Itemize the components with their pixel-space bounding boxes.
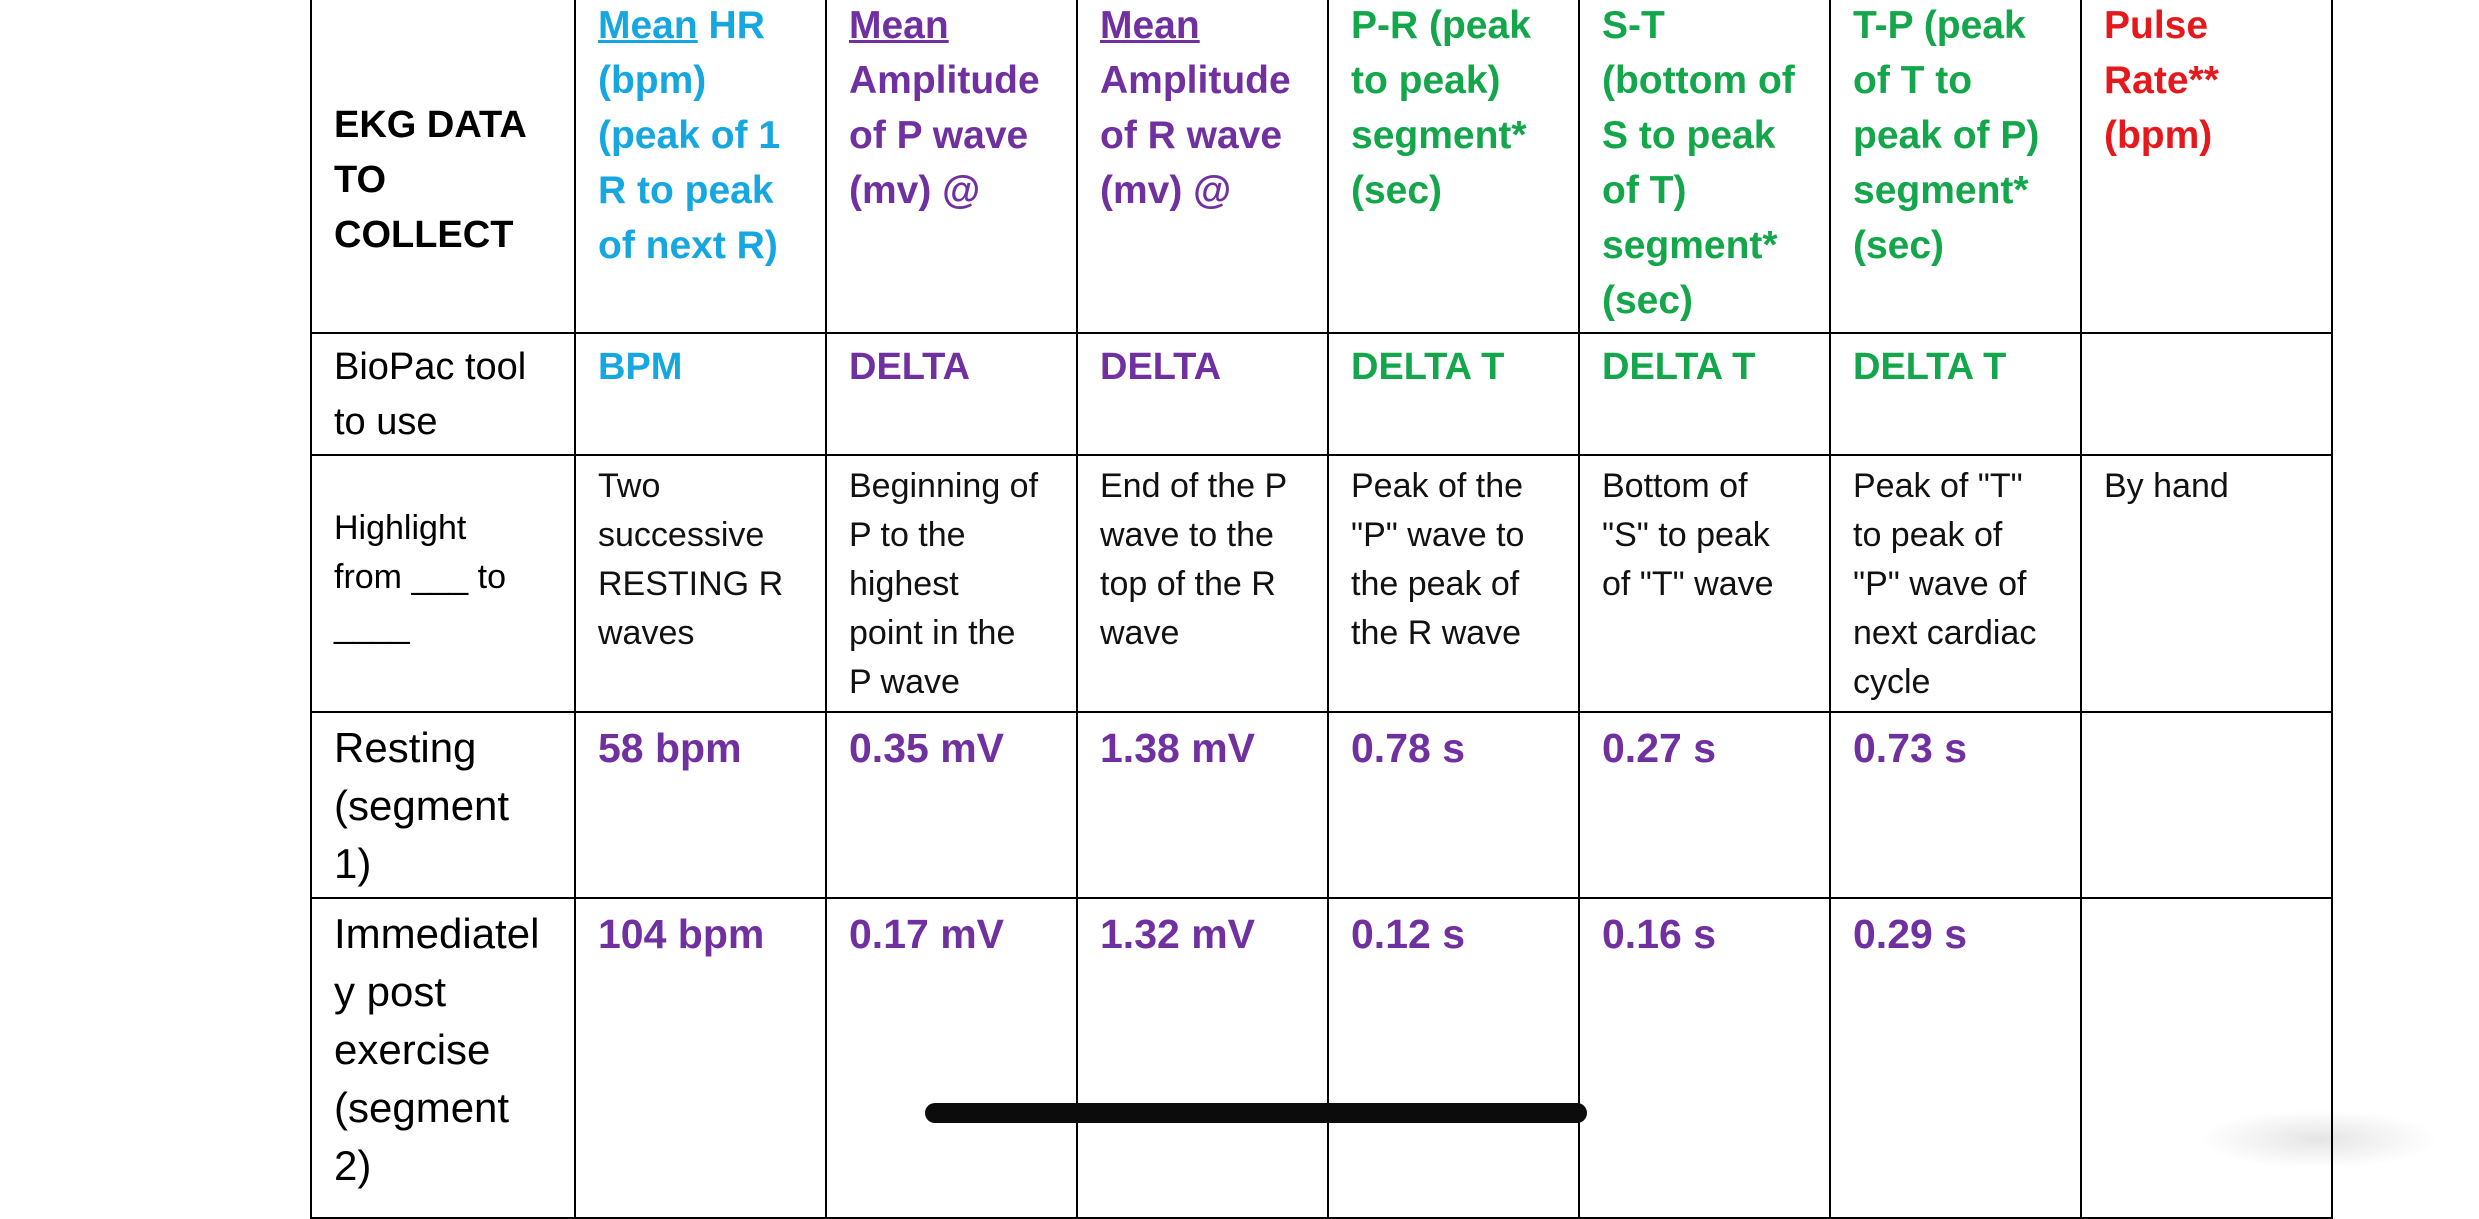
- post-hr-value[interactable]: 104 bpm: [574, 897, 827, 1219]
- header-mean-r-text: Amplitude of R wave (mv) @: [1100, 59, 1291, 212]
- tool-cell-p-amplitude: DELTA: [825, 332, 1078, 456]
- header-ekg-data-to-collect: EKG DATA TO COLLECT: [310, 0, 576, 334]
- post-r-amplitude-value[interactable]: 1.32 mV: [1076, 897, 1329, 1219]
- resting-r-amplitude-value[interactable]: 1.38 mV: [1076, 711, 1329, 899]
- resting-st-value[interactable]: 0.27 s: [1578, 711, 1831, 899]
- tool-cell-pulse: [2080, 332, 2333, 456]
- post-pr-value[interactable]: 0.12 s: [1327, 897, 1580, 1219]
- header-mean-hr-underlined: Mean: [598, 4, 698, 47]
- row-label-resting: Resting (segment 1): [310, 711, 576, 899]
- highlight-cell-pulse: By hand: [2080, 454, 2333, 713]
- tool-cell-st: DELTA T: [1578, 332, 1831, 456]
- post-pulse-value[interactable]: [2080, 897, 2333, 1219]
- header-mean-p-text: Amplitude of P wave (mv) @: [849, 59, 1040, 212]
- resting-tp-value[interactable]: 0.73 s: [1829, 711, 2082, 899]
- header-mean-p-amplitude: Mean Amplitude of P wave (mv) @: [825, 0, 1078, 334]
- highlight-cell-hr: Two successive RESTING R waves: [574, 454, 827, 713]
- header-mean-r-underlined: Mean: [1100, 4, 1200, 47]
- row-label-post-exercise: Immediatel y post exercise (segment 2): [310, 897, 576, 1219]
- ekg-data-table: EKG DATA TO COLLECT Mean HR (bpm) (peak …: [310, 0, 2333, 1219]
- header-tp-segment: T-P (peak of T to peak of P) segment* (s…: [1829, 0, 2082, 334]
- horizontal-scrollbar[interactable]: [925, 1103, 1587, 1123]
- tool-cell-tp: DELTA T: [1829, 332, 2082, 456]
- post-st-value[interactable]: 0.16 s: [1578, 897, 1831, 1219]
- header-pr-segment: P-R (peak to peak) segment* (sec): [1327, 0, 1580, 334]
- header-mean-hr-text: HR (bpm) (peak of 1 R to peak of next R): [598, 4, 781, 267]
- header-mean-hr: Mean HR (bpm) (peak of 1 R to peak of ne…: [574, 0, 827, 334]
- row-label-highlight: Highlight from ___ to ____: [310, 454, 576, 713]
- resting-pr-value[interactable]: 0.78 s: [1327, 711, 1580, 899]
- resting-pulse-value[interactable]: [2080, 711, 2333, 899]
- resting-p-amplitude-value[interactable]: 0.35 mV: [825, 711, 1078, 899]
- highlight-cell-p-amplitude: Beginning of P to the highest point in t…: [825, 454, 1078, 713]
- table-header-row: EKG DATA TO COLLECT Mean HR (bpm) (peak …: [310, 0, 2333, 334]
- header-mean-p-underlined: Mean: [849, 4, 949, 47]
- highlight-cell-r-amplitude: End of the P wave to the top of the R wa…: [1076, 454, 1329, 713]
- post-p-amplitude-value[interactable]: 0.17 mV: [825, 897, 1078, 1219]
- ekg-data-sheet: EKG DATA TO COLLECT Mean HR (bpm) (peak …: [310, 0, 2333, 1219]
- table-row-highlight: Highlight from ___ to ____ Two successiv…: [310, 454, 2333, 713]
- tool-cell-hr: BPM: [574, 332, 827, 456]
- tool-cell-r-amplitude: DELTA: [1076, 332, 1329, 456]
- tool-cell-pr: DELTA T: [1327, 332, 1580, 456]
- post-tp-value[interactable]: 0.29 s: [1829, 897, 2082, 1219]
- resting-hr-value[interactable]: 58 bpm: [574, 711, 827, 899]
- header-pulse-rate: Pulse Rate** (bpm): [2080, 0, 2333, 334]
- table-row-post-exercise: Immediatel y post exercise (segment 2) 1…: [310, 897, 2333, 1219]
- header-mean-r-amplitude: Mean Amplitude of R wave (mv) @: [1076, 0, 1329, 334]
- highlight-cell-st: Bottom of "S" to peak of "T" wave: [1578, 454, 1831, 713]
- table-row-biopac-tool: BioPac tool to use BPM DELTA DELTA DELTA…: [310, 332, 2333, 456]
- corner-shadow: [2199, 1109, 2439, 1169]
- highlight-cell-pr: Peak of the "P" wave to the peak of the …: [1327, 454, 1580, 713]
- table-row-resting: Resting (segment 1) 58 bpm 0.35 mV 1.38 …: [310, 711, 2333, 899]
- highlight-cell-tp: Peak of "T" to peak of "P" wave of next …: [1829, 454, 2082, 713]
- row-label-biopac-tool: BioPac tool to use: [310, 332, 576, 456]
- header-st-segment: S-T (bottom of S to peak of T) segment* …: [1578, 0, 1831, 334]
